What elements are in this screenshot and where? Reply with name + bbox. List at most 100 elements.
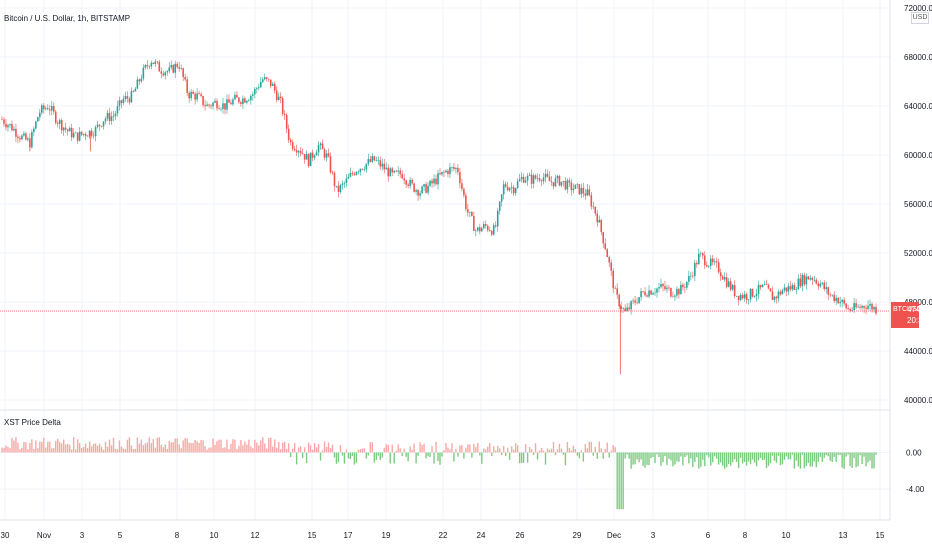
candle-down-body — [403, 178, 405, 181]
time-tick-label: 10 — [210, 531, 219, 540]
time-axis[interactable]: 30 Nov 3 5 8 10 12 15 17 19 22 24 26 29 Dec 3 6 8 10 13 15 — [1, 531, 885, 540]
candle-up-body — [415, 190, 417, 192]
candle-up-body — [140, 78, 143, 82]
chart-title[interactable]: Bitcoin / U.S. Dollar, 1h, BITSTAMP — [4, 14, 131, 23]
candle-down-body — [311, 152, 314, 158]
candle-down-body — [156, 61, 159, 63]
candle-down-body — [84, 133, 87, 136]
candle-down-body — [582, 187, 585, 194]
candle-up-body — [150, 62, 153, 67]
candle-down-body — [238, 97, 240, 103]
candle-down-body — [628, 307, 630, 310]
candle-up-body — [542, 177, 545, 182]
candle-up-body — [58, 120, 61, 124]
candle-down-body — [608, 257, 611, 263]
candle-down-body — [620, 306, 622, 309]
candle-up-body — [297, 151, 300, 153]
candle-down-body — [871, 303, 873, 310]
candle-up-body — [33, 128, 35, 133]
candle-down-body — [465, 195, 467, 210]
candle-down-body — [540, 180, 543, 182]
candle-down-body — [568, 180, 571, 183]
candle-up-body — [753, 296, 756, 297]
candle-down-body — [178, 66, 180, 69]
candle-up-body — [154, 61, 157, 64]
candle-down-body — [287, 128, 290, 140]
candle-down-body — [701, 253, 704, 256]
candle-up-body — [409, 179, 411, 186]
candle-up-body — [256, 88, 258, 90]
candle-down-body — [811, 277, 814, 280]
candle-down-body — [769, 288, 772, 292]
candle-down-body — [845, 303, 847, 309]
price-axis[interactable]: 72000.00 68000.00 64000.00 60000.00 56000.00… — [904, 4, 932, 405]
candle-down-body — [807, 276, 810, 280]
candle-down-body — [447, 170, 449, 174]
candle-down-body — [443, 171, 445, 173]
candle-down-body — [439, 173, 441, 175]
candle-down-body — [859, 306, 861, 308]
candle-down-body — [56, 122, 59, 124]
badge-countdown: 20:35 — [907, 316, 928, 325]
candle-up-body — [124, 96, 127, 100]
candle-up-body — [700, 253, 702, 254]
candle-up-body — [809, 277, 812, 280]
candle-up-body — [562, 180, 565, 182]
price-delta-bars — [1, 436, 877, 510]
candle-up-body — [427, 185, 429, 193]
candle-down-body — [644, 291, 646, 296]
time-tick-label: Nov — [37, 531, 51, 540]
candle-down-body — [1, 119, 3, 121]
candle-up-body — [518, 179, 521, 182]
candle-down-body — [467, 209, 469, 213]
candle-down-body — [299, 151, 302, 154]
candle-up-body — [502, 184, 505, 195]
candle-down-body — [837, 297, 839, 304]
candle-down-body — [289, 139, 292, 143]
candle-down-body — [158, 61, 161, 72]
candle-up-body — [315, 152, 318, 156]
candle-up-body — [698, 253, 700, 265]
time-tick-label: 17 — [344, 531, 353, 540]
candle-down-body — [172, 65, 175, 73]
candle-up-body — [78, 131, 81, 141]
candle-down-body — [265, 77, 268, 79]
candle-down-body — [353, 173, 356, 175]
candle-down-body — [829, 294, 832, 296]
candle-up-body — [481, 228, 483, 232]
candle-up-body — [357, 171, 360, 173]
currency-unit-button[interactable]: USD — [911, 12, 929, 24]
candle-down-body — [138, 79, 141, 82]
candle-up-body — [31, 132, 33, 148]
indicator-title[interactable]: XST Price Delta — [4, 418, 61, 427]
candle-down-body — [188, 92, 190, 99]
candle-down-body — [494, 225, 497, 227]
candle-up-body — [532, 175, 535, 184]
candle-down-body — [54, 111, 57, 123]
candle-down-body — [678, 288, 680, 295]
candle-up-body — [626, 307, 628, 312]
candle-up-body — [166, 71, 169, 73]
candle-up-body — [365, 163, 368, 170]
candle-down-body — [546, 173, 549, 177]
candle-down-body — [570, 182, 573, 191]
candle-down-body — [200, 94, 202, 96]
candle-up-body — [339, 184, 342, 192]
indicator-axis[interactable]: 0.00 -4.00 — [906, 448, 925, 494]
candle-down-body — [64, 127, 67, 130]
candle-down-body — [550, 181, 553, 183]
candle-down-body — [612, 270, 615, 289]
candle-up-body — [526, 175, 529, 181]
candle-up-body — [449, 167, 451, 174]
candle-down-body — [351, 173, 354, 174]
price-tick-label: 52000.00 — [904, 249, 932, 258]
time-tick-label: 3 — [80, 531, 85, 540]
candle-up-body — [254, 89, 256, 95]
candle-up-body — [805, 276, 808, 285]
candle-up-body — [556, 175, 559, 179]
candle-up-body — [797, 278, 800, 290]
candle-up-body — [654, 292, 656, 294]
candle-up-body — [536, 178, 539, 179]
candle-down-body — [668, 287, 670, 289]
